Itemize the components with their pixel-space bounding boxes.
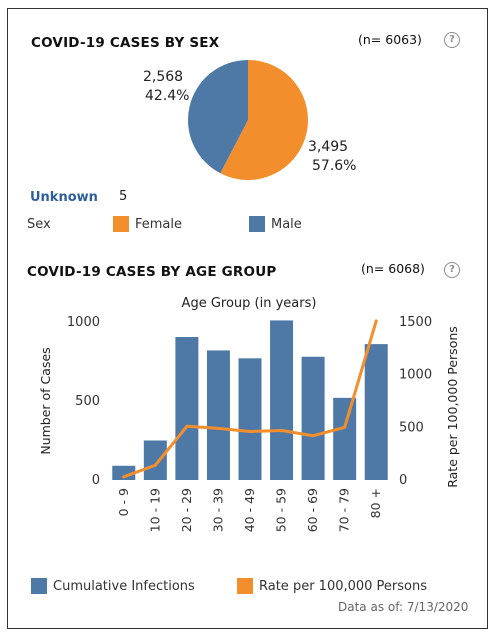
y2-tick-label: 1000 (399, 368, 432, 383)
cumulative-legend-label: Cumulative Infections (53, 579, 195, 594)
y2-tick-label: 500 (399, 420, 424, 435)
age-n-label: (n= 6068) (361, 261, 425, 276)
unknown-label: Unknown (30, 190, 98, 205)
bar-80+[interactable] (364, 344, 388, 480)
x-tick-label: 40 - 49 (242, 488, 257, 532)
y2-tick-label: 1500 (399, 315, 432, 330)
rate-point (311, 434, 315, 438)
male-legend-label: Male (271, 217, 302, 232)
data-as-of: Data as of: 7/13/2020 (338, 600, 469, 614)
female-slice-label: 3,495 57.6% (308, 138, 356, 176)
bar-60-69[interactable] (301, 356, 325, 480)
bar-50-59[interactable] (270, 320, 294, 480)
y-tick-label: 0 (92, 473, 100, 488)
rate-legend-swatch (237, 578, 253, 594)
female-legend-label: Female (135, 217, 183, 232)
rate-point (216, 426, 220, 430)
cumulative-legend-swatch (31, 578, 47, 594)
female-count: 3,495 (308, 139, 349, 155)
bar-70-79[interactable] (333, 397, 357, 480)
y-tick-label: 500 (75, 394, 100, 409)
age-chart-title: COVID-19 CASES BY AGE GROUP (27, 264, 277, 280)
rate-point (280, 428, 284, 432)
bar-10-19[interactable] (143, 440, 167, 481)
pie-slice-female[interactable] (220, 60, 308, 180)
female-legend-swatch (113, 216, 129, 232)
male-percent: 42.4% (145, 88, 190, 104)
rate-point (185, 424, 189, 428)
x-tick-label: 0 - 9 (116, 488, 131, 516)
male-slice-label: 2,568 42.4% (143, 68, 189, 106)
male-legend-swatch (249, 216, 265, 232)
sex-help-icon[interactable]: ? (444, 32, 460, 48)
sex-chart-title: COVID-19 CASES BY SEX (31, 35, 220, 51)
x-axis-title: Age Group (in years) (182, 296, 317, 311)
age-help-icon[interactable]: ? (444, 262, 460, 278)
sex-pie-chart (187, 60, 308, 180)
female-percent: 57.6% (312, 158, 357, 174)
rate-point (374, 319, 378, 323)
pie-slice-male[interactable] (187, 60, 248, 174)
sex-n-label: (n= 6063) (358, 32, 422, 47)
x-tick-label: 70 - 79 (337, 488, 352, 532)
bar-30-39[interactable] (206, 350, 230, 480)
x-tick-label: 10 - 19 (147, 488, 162, 532)
rate-point (248, 430, 252, 434)
y-axis-title: Number of Cases (38, 347, 53, 454)
bar-40-49[interactable] (238, 358, 262, 480)
unknown-value: 5 (119, 189, 128, 204)
bar-0-9[interactable] (112, 465, 136, 480)
sex-legend-title: Sex (27, 217, 51, 232)
bar-20-29[interactable] (175, 337, 199, 480)
x-tick-label: 30 - 39 (210, 488, 225, 532)
male-count: 2,568 (143, 69, 184, 85)
y2-axis-title: Rate per 100,000 Persons (445, 326, 460, 488)
x-tick-label: 80 + (368, 488, 383, 518)
y2-tick-label: 0 (399, 473, 407, 488)
rate-point (153, 463, 157, 467)
x-tick-label: 60 - 69 (305, 488, 320, 532)
x-tick-label: 20 - 29 (179, 488, 194, 532)
rate-point (122, 475, 126, 479)
age-combo-chart: Age Group (in years) Number of Cases Rate … (38, 296, 460, 532)
y-tick-label: 1000 (67, 315, 100, 330)
rate-legend-label: Rate per 100,000 Persons (259, 579, 428, 594)
x-tick-label: 50 - 59 (274, 488, 289, 532)
rate-point (343, 425, 347, 429)
